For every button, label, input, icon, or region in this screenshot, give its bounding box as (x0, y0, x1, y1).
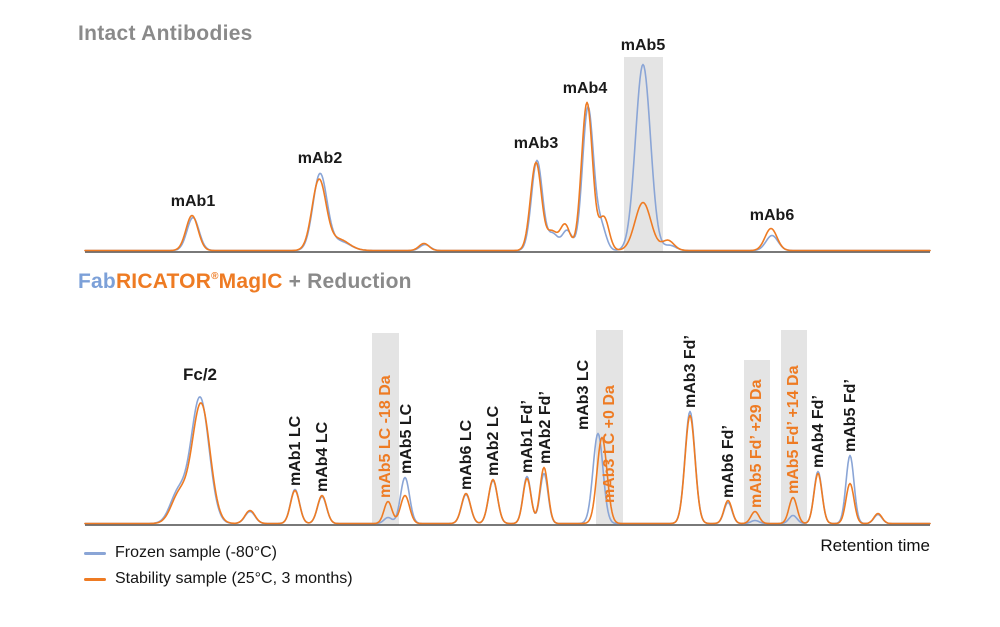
peak-label-mab5-fd-14-da: mAb5 Fd’ +14 Da (785, 365, 802, 494)
peak-label-mab5: mAb5 (621, 37, 666, 54)
brand-magic: MagIC (218, 270, 283, 293)
stability-line-swatch (84, 577, 106, 581)
peak-label-mab6: mAb6 (750, 207, 795, 224)
peak-label-mab5-lc-18-da: mAb5 LC -18 Da (377, 375, 394, 498)
peak-label-mab2: mAb2 (298, 150, 343, 167)
legend-stability-label: Stability sample (25°C, 3 months) (115, 570, 353, 587)
registered-trademark-symbol: ® (211, 271, 219, 282)
peak-label-mab2-fd: mAb2 Fd’ (537, 391, 554, 464)
peak-label-mab1-fd: mAb1 Fd’ (519, 400, 536, 473)
peak-label-mab6-lc: mAb6 LC (458, 419, 475, 490)
highlight-band-digest-1 (372, 333, 399, 525)
peak-label-mab1: mAb1 (171, 193, 216, 210)
peak-label-mab3-lc: mAb3 LC (575, 359, 592, 430)
highlight-band-digest-4 (781, 330, 807, 525)
title-suffix: + Reduction (282, 270, 412, 293)
brand-ricator: RICATOR (115, 270, 212, 293)
legend-frozen-label: Frozen sample (-80°C) (115, 544, 277, 561)
peak-label-mab5-fd-29-da: mAb5 Fd’ +29 Da (748, 379, 765, 508)
peak-label-fc-2: Fc/2 (183, 365, 217, 384)
fabricator-magic-title: FabRICATOR®MagIC + Reduction (78, 270, 412, 294)
peak-label-mab6-fd: mAb6 Fd’ (720, 425, 737, 498)
peak-label-mab4: mAb4 (563, 80, 608, 97)
trace-intact-stability (84, 101, 931, 252)
peak-label-mab5-fd: mAb5 Fd’ (842, 379, 859, 452)
peak-label-mab1-lc: mAb1 LC (287, 415, 304, 486)
peak-label-mab3-lc-0-da: mAb3 LC +0 Da (601, 385, 618, 503)
frozen-line-swatch (84, 551, 106, 555)
peak-label-mab3-fd: mAb3 Fd’ (682, 335, 699, 408)
legend-item-stability: Stability sample (25°C, 3 months) (84, 566, 353, 592)
legend: Frozen sample (-80°C) Stability sample (… (84, 540, 353, 592)
legend-item-frozen: Frozen sample (-80°C) (84, 540, 353, 566)
x-axis-label: Retention time (820, 536, 930, 555)
peak-label-mab4-lc: mAb4 LC (314, 421, 331, 492)
highlight-band-digest-3 (744, 360, 770, 525)
trace-digest-stability (84, 402, 931, 525)
peak-label-mab5-lc: mAb5 LC (398, 403, 415, 474)
peak-label-mab4-fd: mAb4 Fd’ (810, 395, 827, 468)
intact-antibodies-title: Intact Antibodies (78, 22, 253, 45)
peak-label-mab3: mAb3 (514, 135, 559, 152)
peak-label-mab2-lc: mAb2 LC (485, 405, 502, 476)
trace-intact-frozen (84, 63, 931, 252)
brand-fab: Fab (78, 270, 116, 293)
